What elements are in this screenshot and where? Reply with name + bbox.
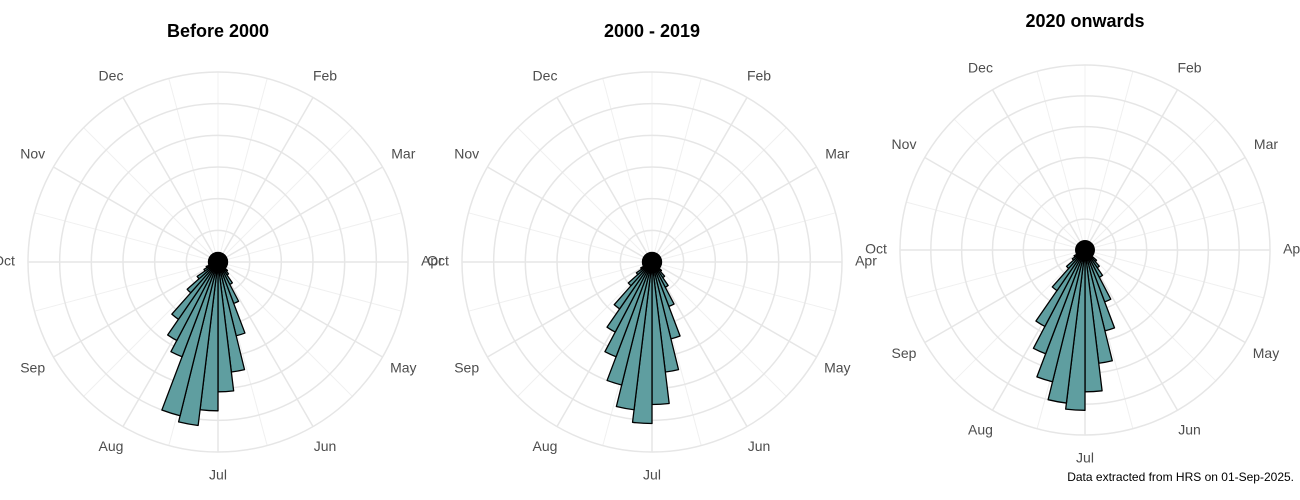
- month-label: Oct: [427, 253, 449, 269]
- bar: [1035, 249, 1086, 328]
- month-label: Dec: [968, 60, 993, 76]
- month-label: Dec: [533, 67, 558, 83]
- grid-spoke: [217, 166, 383, 263]
- month-label: May: [390, 360, 416, 376]
- grid-spoke: [1084, 249, 1246, 344]
- grid-spoke: [651, 261, 817, 358]
- month-label: Oct: [865, 241, 887, 257]
- month-label: Jun: [1178, 422, 1201, 438]
- grid-spoke: [556, 97, 653, 263]
- grid-spoke: [487, 166, 653, 263]
- grid-spoke: [1084, 89, 1179, 251]
- bar: [166, 261, 219, 342]
- month-label: Aug: [533, 438, 558, 454]
- month-label: Aug: [99, 438, 124, 454]
- month-label: Mar: [1254, 136, 1278, 152]
- month-label: Dec: [99, 67, 124, 83]
- bar: [1083, 240, 1086, 251]
- month-label: Apr: [1283, 241, 1300, 257]
- panel-title: 2020 onwards: [1025, 11, 1144, 31]
- month-label: Apr: [855, 253, 877, 269]
- grid-spoke: [651, 261, 748, 427]
- grid-spoke: [53, 166, 219, 263]
- bar: [171, 261, 219, 320]
- month-label: Nov: [892, 136, 917, 152]
- grid-spoke: [217, 261, 383, 358]
- grid-spoke: [487, 261, 653, 358]
- month-label: Mar: [825, 146, 849, 162]
- bar: [216, 251, 219, 263]
- month-label: Feb: [1177, 60, 1201, 76]
- bar: [650, 251, 653, 263]
- month-label: Jun: [314, 438, 337, 454]
- month-label: Sep: [20, 360, 45, 376]
- month-label: Apr: [421, 253, 443, 269]
- panel: 2000 - 2019 Feb Mar Apr May Jun Jul Aug Sep Oct No…: [427, 21, 877, 483]
- grid-spoke: [991, 89, 1086, 251]
- footer-note: Data extracted from HRS on 01-Sep-2025.: [1067, 470, 1294, 484]
- panel: 2020 onwards Feb Mar Apr May Jun Jul Aug Sep Oct N…: [865, 11, 1300, 466]
- grid-spoke: [651, 97, 748, 263]
- grid-spoke: [217, 261, 314, 427]
- panel-title: Before 2000: [167, 21, 269, 41]
- panel-title: 2000 - 2019: [604, 21, 700, 41]
- grid-spoke: [217, 97, 314, 263]
- month-label: Mar: [391, 146, 415, 162]
- month-label: Jul: [1076, 450, 1094, 466]
- grid-spoke: [53, 261, 219, 358]
- panel: Before 2000 Feb Mar Apr May Jun Jul Aug Sep Oct No…: [0, 21, 443, 483]
- grid-spoke: [924, 249, 1086, 344]
- month-label: Sep: [454, 360, 479, 376]
- grid-spoke: [651, 166, 817, 263]
- bar: [186, 261, 219, 294]
- month-label: Nov: [20, 146, 45, 162]
- month-label: Sep: [892, 345, 917, 361]
- bar: [606, 261, 653, 333]
- month-label: Feb: [747, 67, 771, 83]
- month-label: Aug: [968, 422, 993, 438]
- month-label: May: [824, 360, 850, 376]
- month-label: Nov: [454, 146, 479, 162]
- bar: [613, 261, 653, 310]
- grid-spoke: [122, 97, 219, 263]
- grid-spoke: [924, 156, 1086, 251]
- month-label: May: [1253, 345, 1279, 361]
- grid-spoke: [1084, 156, 1246, 251]
- month-label: Jul: [209, 467, 227, 483]
- month-label: Jul: [643, 467, 661, 483]
- month-label: Feb: [313, 67, 337, 83]
- month-label: Jun: [748, 438, 771, 454]
- month-label: Oct: [0, 253, 15, 269]
